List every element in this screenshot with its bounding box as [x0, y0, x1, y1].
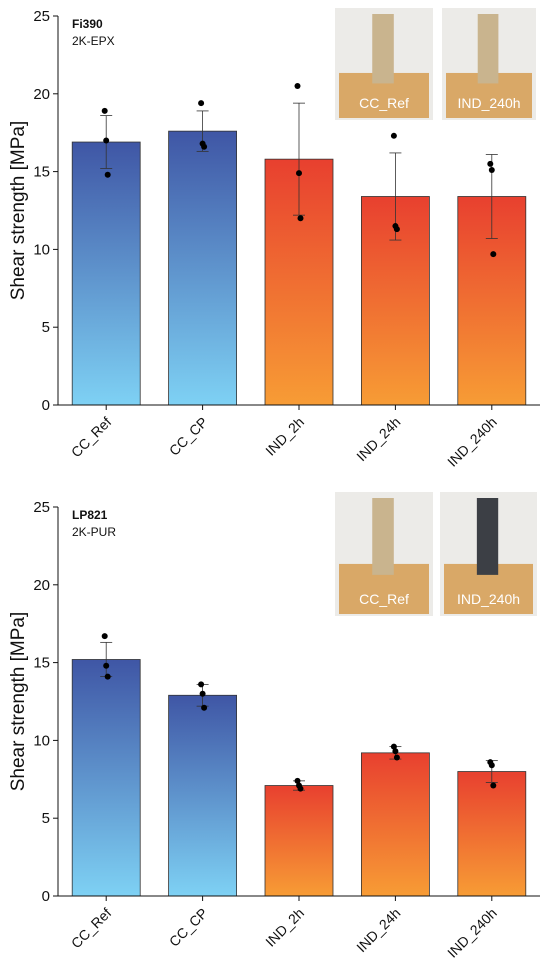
bar: [72, 142, 140, 405]
y-tick-label: 5: [42, 319, 50, 336]
y-tick-label: 10: [33, 241, 50, 258]
data-point: [394, 226, 400, 232]
y-tick-label: 0: [42, 888, 50, 905]
specimen: [477, 498, 498, 575]
data-point: [489, 762, 495, 768]
x-tick-label: IND_24h: [353, 414, 403, 464]
x-tick-label: CC_Ref: [68, 905, 115, 952]
data-point: [198, 681, 204, 687]
x-tick-label: CC_CP: [166, 905, 211, 950]
y-tick-label: 25: [33, 499, 50, 516]
panel-sublabel: 2K-PUR: [72, 525, 116, 539]
y-tick-label: 5: [42, 810, 50, 827]
y-axis-title: Shear strength [MPa]: [8, 612, 29, 792]
data-point: [490, 783, 496, 789]
data-point: [201, 705, 207, 711]
x-tick-label: IND_24h: [353, 905, 403, 955]
data-point: [391, 133, 397, 139]
y-tick-label: 10: [33, 732, 50, 749]
data-point: [102, 633, 108, 639]
data-point: [102, 108, 108, 114]
y-tick-label: 0: [42, 397, 50, 414]
bar: [458, 772, 526, 896]
panel-sublabel: 2K-EPX: [72, 34, 115, 48]
data-point: [487, 161, 493, 167]
data-point: [296, 170, 302, 176]
bar: [72, 659, 140, 896]
data-point: [201, 144, 207, 150]
data-point: [103, 137, 109, 143]
data-point: [105, 172, 111, 178]
data-point: [103, 663, 109, 669]
x-tick-label: IND_2h: [262, 414, 307, 459]
specimen: [372, 498, 394, 575]
data-point: [295, 83, 301, 89]
x-tick-label: IND_240h: [444, 414, 500, 470]
bar: [169, 131, 237, 405]
x-tick-label: IND_2h: [262, 905, 307, 950]
y-tick-label: 20: [33, 577, 50, 594]
data-point: [200, 691, 206, 697]
y-tick-label: 15: [33, 164, 50, 181]
x-tick-label: CC_Ref: [68, 414, 115, 461]
specimen: [372, 14, 394, 83]
y-tick-label: 20: [33, 86, 50, 103]
specimen: [478, 14, 499, 83]
panel-label: LP821: [72, 508, 108, 522]
panel-label: Fi390: [72, 17, 103, 31]
x-tick-label: CC_CP: [166, 414, 211, 459]
x-tick-label: IND_240h: [444, 905, 500, 961]
data-point: [394, 755, 400, 761]
data-point: [105, 674, 111, 680]
y-tick-label: 15: [33, 655, 50, 672]
data-point: [298, 215, 304, 221]
figure: CC_Ref IND_240h Fi390 2K-EPX Shear strength …: [0, 0, 544, 972]
inset-label: IND_240h: [457, 591, 520, 607]
y-tick-label: 25: [33, 8, 50, 25]
inset-label: CC_Ref: [359, 95, 409, 111]
inset-label: CC_Ref: [359, 591, 409, 607]
data-point: [198, 100, 204, 106]
data-point: [298, 786, 304, 792]
data-point: [489, 167, 495, 173]
bar: [169, 695, 237, 896]
inset-label: IND_240h: [457, 95, 520, 111]
bar: [265, 786, 333, 896]
data-point: [490, 251, 496, 257]
bar: [361, 753, 429, 896]
data-point: [392, 748, 398, 754]
y-axis-title: Shear strength [MPa]: [8, 121, 29, 301]
